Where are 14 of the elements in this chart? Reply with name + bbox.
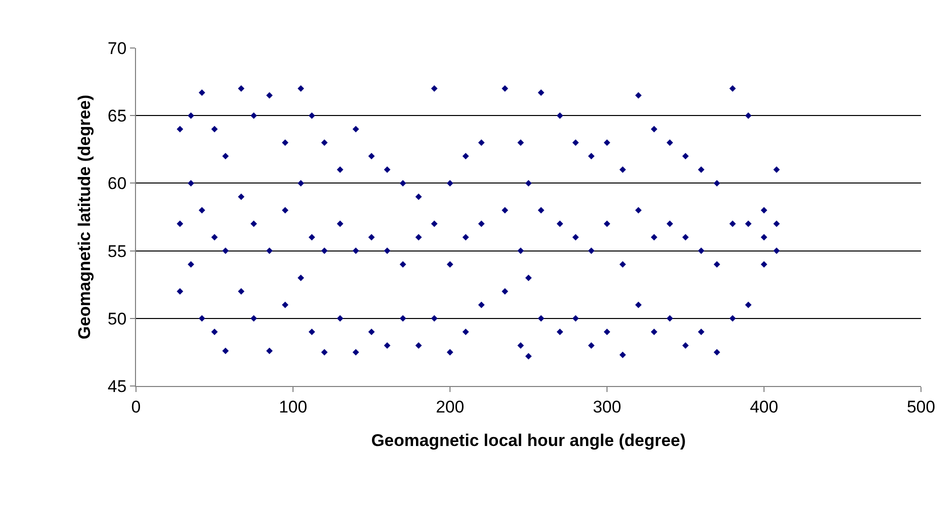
x-tick-label: 100 <box>278 397 308 416</box>
x-tick-label: 300 <box>592 397 622 416</box>
y-tick-label: 55 <box>108 242 127 261</box>
y-axis-title: Geomagnetic latitude (degree) <box>75 94 94 340</box>
y-tick-label: 45 <box>108 376 127 396</box>
y-tick-label: 50 <box>108 309 127 328</box>
x-tick-label: 500 <box>906 397 936 416</box>
y-tick-label: 60 <box>108 174 127 194</box>
x-axis-title: Geomagnetic local hour angle (degree) <box>371 430 686 450</box>
y-tick-label: 70 <box>108 38 127 58</box>
x-tick-label: 200 <box>436 397 464 416</box>
x-tick-label: 0 <box>131 397 141 416</box>
y-tick-label: 65 <box>108 106 127 126</box>
x-tick-label: 400 <box>750 397 778 416</box>
